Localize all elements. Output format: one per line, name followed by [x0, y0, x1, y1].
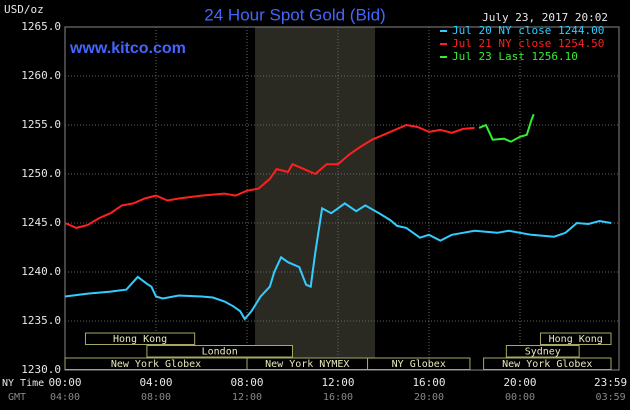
- y-tick-label: 1250.0: [21, 167, 61, 180]
- legend-label: Jul 23 Last 1256.10: [452, 50, 578, 63]
- price-line: [64, 123, 475, 229]
- session-label: New York Globex: [111, 359, 201, 370]
- price-line: [478, 113, 535, 143]
- x2-tick-label: 00:00: [505, 392, 535, 403]
- x2-tick-label: 16:00: [323, 392, 353, 403]
- session-bar: [483, 357, 612, 370]
- y-tick-label: 1255.0: [21, 118, 61, 131]
- y-tick-label: 1235.0: [21, 314, 61, 327]
- session-label: NY Globex: [392, 359, 446, 370]
- price-line: [64, 202, 612, 321]
- legend-label: Jul 20 NY close 1244.00: [452, 24, 604, 37]
- session-label: London: [202, 347, 238, 358]
- session-label: Hong Kong: [549, 334, 603, 345]
- legend-label: Jul 21 NY close 1254.50: [452, 37, 604, 50]
- x2-tick-label: 12:00: [232, 392, 262, 403]
- y-tick-label: 1230.0: [21, 363, 61, 376]
- session-label: Sydney: [525, 347, 561, 358]
- session-bar: [84, 332, 196, 345]
- timestamp: July 23, 2017 20:02: [482, 11, 608, 24]
- session-bar: [367, 357, 471, 370]
- session-bar: [505, 345, 580, 358]
- x-tick-label: 12:00: [321, 376, 354, 389]
- chart-title: 24 Hour Spot Gold (Bid): [204, 5, 385, 24]
- nymex-shade: [255, 27, 375, 370]
- y-tick-label: 1260.0: [21, 69, 61, 82]
- x2-tick-label: 08:00: [141, 392, 171, 403]
- y-axis-label: USD/oz: [4, 3, 44, 16]
- y-tick-label: 1265.0: [21, 20, 61, 33]
- session-bar: [539, 332, 612, 345]
- y-tick-label: 1240.0: [21, 265, 61, 278]
- x2-tick-label: 20:00: [414, 392, 444, 403]
- session-label: New York Globex: [502, 359, 592, 370]
- session-label: Hong Kong: [113, 334, 167, 345]
- x2-tick-label: 04:00: [50, 392, 80, 403]
- x-tick-label: 08:00: [230, 376, 263, 389]
- x-tick-label: 23:59: [594, 376, 627, 389]
- x-tick-label: 04:00: [139, 376, 172, 389]
- x-axis-label: NY Time: [2, 378, 44, 389]
- x-tick-label: 20:00: [503, 376, 536, 389]
- x2-tick-label: 03:59: [596, 392, 626, 403]
- x-tick-label: 16:00: [412, 376, 445, 389]
- session-label: New York NYMEX: [265, 359, 349, 370]
- x-tick-label: 00:00: [48, 376, 81, 389]
- x2-axis-label: GMT: [8, 392, 26, 403]
- session-bar: [146, 345, 293, 358]
- site-url: www.kitco.com: [69, 40, 186, 57]
- y-tick-label: 1245.0: [21, 216, 61, 229]
